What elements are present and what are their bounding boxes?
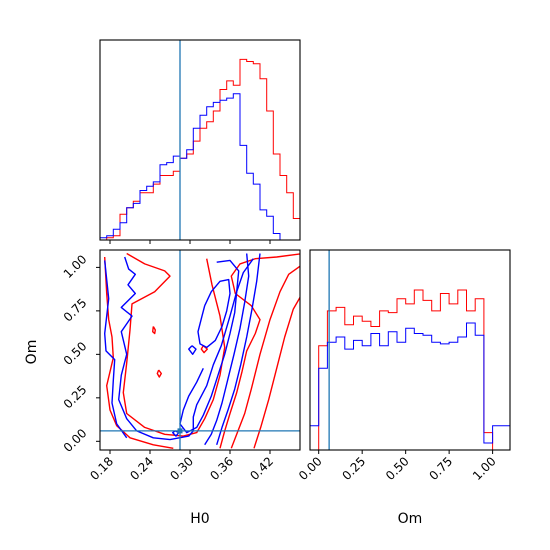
scatter-y-tick-label: 0.50 xyxy=(61,339,90,368)
hist-om-blue-series xyxy=(310,322,510,450)
contour-red-level-7 xyxy=(156,369,163,378)
hist-om-frame xyxy=(309,249,511,451)
scatter-h0-om-panel: 0.18 0.24 0.30 0.36 0.42 0.00 0.25 0.50 0.75 1.00 xyxy=(61,249,301,483)
contour-blue-level-1 xyxy=(117,256,254,441)
hist-om-x-tick-label: 0.50 xyxy=(383,454,412,483)
scatter-x-tick-label: 0.30 xyxy=(167,454,196,483)
scatter-y-tick-label: 0.00 xyxy=(61,426,90,455)
hist-h0-red-series xyxy=(100,58,300,240)
contour-red-level-6 xyxy=(151,326,157,335)
scatter-y-tick-label: 0.25 xyxy=(61,383,90,412)
hist-om-x-tick-label: 1.00 xyxy=(470,454,499,483)
contour-blue-level-3 xyxy=(197,278,231,349)
contour-blue-level-6 xyxy=(216,253,261,446)
scatter-y-tick-label: 0.75 xyxy=(61,296,90,325)
hist-om-x-tick-label: 0.25 xyxy=(340,454,369,483)
scatter-y-tick-label: 1.00 xyxy=(61,252,90,281)
contour-blue-level-4 xyxy=(179,259,240,434)
hist-om-x-tick-label: 0.75 xyxy=(426,454,455,483)
contour-red-level-4 xyxy=(253,296,300,449)
scatter-x-tick-label: 0.42 xyxy=(247,454,276,483)
truth-marker xyxy=(177,428,183,434)
hist-om-x-tick-label: 0.00 xyxy=(296,454,325,483)
contour-blue-level-7 xyxy=(187,345,197,355)
hist-om-panel: 0.00 0.25 0.50 0.75 1.00 xyxy=(296,249,511,483)
scatter-x-tick-label: 0.24 xyxy=(127,454,156,483)
hist-h0-frame xyxy=(99,39,301,241)
scatter-x-tick-label: 0.36 xyxy=(207,454,236,483)
hist-h0-blue-series xyxy=(100,93,300,240)
hist-om-red-series xyxy=(310,289,510,450)
contour-blue-level-2 xyxy=(103,260,128,439)
contour-red-level-2 xyxy=(104,256,174,449)
scatter-x-tick-label: 0.18 xyxy=(87,454,116,483)
contour-red-level-1 xyxy=(122,252,226,437)
hist-h0-panel xyxy=(99,39,301,244)
y-axis-label-om: Om xyxy=(24,340,40,365)
x-axis-label-om: Om xyxy=(398,511,423,527)
contour-red-level-3 xyxy=(230,265,300,449)
scatter-frame xyxy=(99,249,301,451)
x-axis-label-h0: H0 xyxy=(190,511,209,527)
contour-red-level-5 xyxy=(219,253,300,449)
contour-blue-level-5 xyxy=(204,253,250,446)
contour-red-level-8 xyxy=(200,345,209,354)
